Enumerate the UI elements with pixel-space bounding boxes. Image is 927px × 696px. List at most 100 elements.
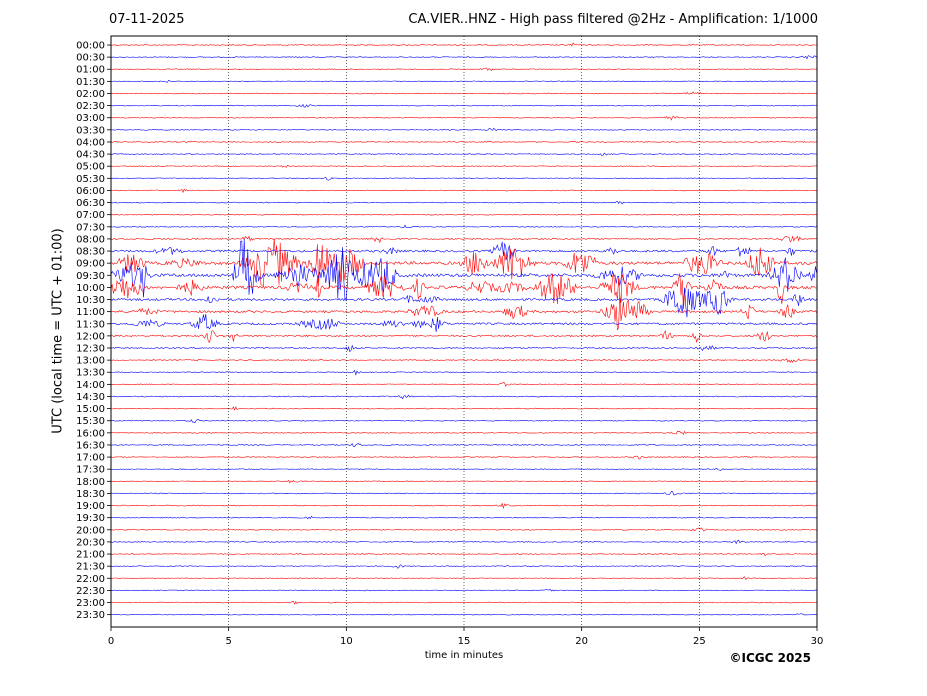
y-tick-label: 01:00 (76, 65, 105, 76)
y-tick-label: 06:30 (76, 198, 105, 209)
x-tick-label: 15 (458, 636, 471, 647)
y-tick-label: 03:00 (76, 113, 105, 124)
y-tick-label: 20:30 (76, 537, 105, 548)
y-tick-label: 01:30 (76, 77, 105, 88)
trace-row-21:30 (110, 564, 817, 569)
trace-row-07:30 (110, 224, 817, 229)
chart-title: CA.VIER..HNZ - High pass filtered @2Hz -… (408, 12, 818, 27)
trace-row-07:00 (110, 213, 817, 216)
y-tick-label: 17:00 (76, 453, 105, 464)
trace-row-12:30 (110, 344, 817, 353)
trace-row-10:30 (110, 287, 817, 318)
trace-row-16:30 (110, 442, 817, 448)
y-tick-label: 16:00 (76, 428, 105, 439)
x-tick-label: 10 (340, 636, 353, 647)
copyright-label: ©ICGC 2025 (729, 651, 811, 665)
y-tick-label: 20:00 (76, 525, 105, 536)
trace-row-16:00 (110, 430, 817, 435)
trace-row-03:00 (110, 116, 817, 121)
trace-row-08:00 (110, 235, 817, 244)
x-tick-label: 0 (108, 636, 114, 647)
trace-row-02:00 (110, 91, 817, 95)
y-tick-label: 09:30 (76, 271, 105, 282)
x-tick-label: 5 (225, 636, 231, 647)
trace-row-01:00 (110, 67, 817, 71)
date-label: 07-11-2025 (109, 12, 185, 27)
trace-row-13:00 (110, 358, 817, 363)
x-tick-label: 30 (811, 636, 824, 647)
y-tick-label: 06:00 (76, 186, 105, 197)
y-tick-label: 18:00 (76, 477, 105, 488)
trace-row-22:00 (110, 576, 817, 580)
y-tick-label: 14:30 (76, 392, 105, 403)
trace-row-21:00 (110, 552, 817, 556)
y-tick-label: 10:30 (76, 295, 105, 306)
y-tick-label: 11:00 (76, 307, 105, 318)
y-tick-label: 03:30 (76, 125, 105, 136)
y-tick-label: 07:30 (76, 222, 105, 233)
plot-frame (110, 35, 818, 628)
y-tick-label: 13:30 (76, 368, 105, 379)
y-tick-label: 12:30 (76, 344, 105, 355)
y-tick-label: 00:30 (76, 53, 105, 64)
y-tick-label: 13:00 (76, 356, 105, 367)
trace-row-05:30 (110, 176, 817, 181)
y-tick-label: 05:30 (76, 174, 105, 185)
trace-row-23:00 (110, 600, 817, 605)
trace-row-15:00 (110, 406, 817, 411)
y-tick-label: 18:30 (76, 489, 105, 500)
y-tick-label: 08:00 (76, 234, 105, 245)
trace-row-00:00 (110, 42, 817, 47)
trace-row-19:00 (110, 502, 817, 509)
y-tick-label: 21:30 (76, 562, 105, 573)
y-tick-label: 23:30 (76, 610, 105, 621)
y-tick-label: 04:30 (76, 150, 105, 161)
y-tick-label: 23:00 (76, 598, 105, 609)
y-tick-label: 08:30 (76, 247, 105, 258)
y-tick-label: 19:30 (76, 513, 105, 524)
trace-row-05:00 (110, 165, 817, 168)
y-tick-label: 19:00 (76, 501, 105, 512)
y-tick-label: 09:00 (76, 259, 105, 270)
trace-row-20:00 (110, 527, 817, 532)
trace-row-04:00 (110, 140, 817, 144)
trace-row-04:30 (110, 152, 817, 156)
y-tick-label: 07:00 (76, 210, 105, 221)
y-tick-label: 00:00 (76, 41, 105, 52)
y-tick-label: 22:30 (76, 586, 105, 597)
trace-row-06:00 (110, 188, 817, 194)
trace-row-17:00 (110, 455, 817, 460)
y-tick-label: 12:00 (76, 331, 105, 342)
y-tick-label: 22:00 (76, 574, 105, 585)
trace-row-09:00 (110, 238, 817, 287)
y-tick-label: 21:00 (76, 550, 105, 561)
y-tick-label: 17:30 (76, 465, 105, 476)
trace-row-15:30 (110, 419, 817, 423)
y-tick-label: 04:00 (76, 137, 105, 148)
trace-row-00:30 (110, 55, 817, 60)
trace-row-09:30 (110, 238, 817, 302)
x-axis-label: time in minutes (424, 650, 504, 661)
trace-row-06:30 (110, 201, 817, 205)
trace-row-22:30 (110, 588, 817, 592)
trace-row-14:00 (110, 381, 817, 387)
y-tick-label: 15:00 (76, 404, 105, 415)
y-tick-label: 15:30 (76, 416, 105, 427)
y-tick-label: 11:30 (76, 319, 105, 330)
y-tick-label: 16:30 (76, 440, 105, 451)
y-tick-label: 10:00 (76, 283, 105, 294)
trace-row-23:30 (110, 613, 817, 616)
x-tick-label: 20 (575, 636, 588, 647)
trace-row-20:30 (110, 539, 817, 545)
trace-row-17:30 (110, 467, 817, 471)
y-tick-label: 02:30 (76, 101, 105, 112)
trace-row-10:00 (110, 273, 817, 310)
trace-row-18:30 (110, 490, 817, 496)
trace-row-11:00 (110, 292, 817, 331)
y-tick-label: 05:00 (76, 162, 105, 173)
trace-row-18:00 (110, 479, 817, 484)
trace-row-08:30 (110, 241, 817, 261)
trace-row-03:30 (110, 127, 817, 132)
y-tick-label: 02:00 (76, 89, 105, 100)
